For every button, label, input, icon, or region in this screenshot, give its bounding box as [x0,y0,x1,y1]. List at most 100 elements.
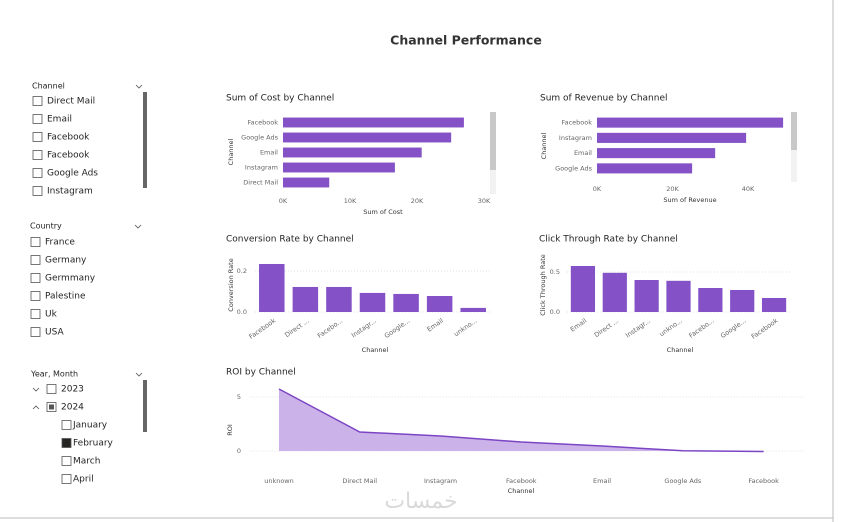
bar [570,266,596,312]
y-axis-title: Click Through Rate [539,254,547,316]
y-axis-title: Channel [227,138,235,165]
slicer-title: Year, Month [30,370,78,379]
slicer-item[interactable]: March [73,457,100,467]
checkbox[interactable] [30,237,41,247]
y-tick-label: 0.0 [237,308,247,316]
y-tick-label: Email [260,149,278,157]
checkbox[interactable] [32,96,43,106]
slicer-item[interactable]: USA [45,328,64,338]
x-tick-label: 10K [344,197,357,205]
bar [283,117,464,128]
bar [597,148,716,159]
x-tick-label: Instagram [424,477,457,485]
slicer-item[interactable]: Facebook [47,151,90,161]
checkbox[interactable] [61,474,72,484]
y-tick-label: Instagram [559,134,592,142]
x-tick-label: 30K [478,197,491,205]
checkbox[interactable] [32,132,43,142]
checkbox[interactable] [30,273,41,283]
x-tick-label: 40K [742,185,755,193]
bar [597,117,784,128]
chevron[interactable] [32,405,40,410]
y-tick-label: 0.2 [237,267,247,275]
chart-title: Sum of Cost by Channel [226,94,334,104]
x-axis-title: Channel [362,346,389,354]
bar [283,132,452,143]
x-axis-title: Channel [667,346,694,354]
checkbox[interactable] [32,168,43,178]
area [278,389,764,452]
x-tick-label: 0K [593,185,602,193]
slicer-item[interactable]: Direct Mail [47,97,95,107]
slicer-item[interactable]: Germmany [45,274,96,284]
checkbox[interactable] [61,420,72,430]
x-axis-title: Sum of Cost [363,208,403,216]
y-tick-label: Email [574,149,592,157]
checkbox[interactable] [32,114,43,124]
slicer-item[interactable]: Google Ads [47,169,98,179]
line [278,388,764,453]
x-tick-label: unknown [264,477,294,485]
checkbox[interactable] [32,150,43,160]
bar [259,263,285,312]
watermark: خمسات [384,489,457,514]
checkbox[interactable] [30,255,41,265]
checkbox[interactable] [30,309,41,319]
bar [761,298,787,312]
slicer-title: Country [30,222,62,231]
scrollbar [143,380,147,432]
y-axis-title: ROI [226,424,234,436]
bar [292,286,319,312]
scrollbar [791,112,797,150]
checkbox[interactable] [61,438,72,448]
slicer-title: Channel [32,82,65,91]
slicer-item[interactable]: Germany [45,256,87,266]
slicer-item[interactable]: January [72,421,108,431]
x-tick-label: 20K [411,197,424,205]
x-tick-label: 0K [279,197,288,205]
x-tick-label: Facebook [506,477,537,485]
slicer-item[interactable]: Email [47,115,72,125]
bar [597,132,747,143]
y-tick-label: Facebook [561,119,592,127]
bar [393,293,419,312]
slicer-item[interactable]: 2023 [61,385,84,395]
bar [602,272,627,312]
bar [326,286,352,312]
checkbox[interactable] [30,291,41,301]
slicer-item[interactable]: Palestine [45,292,86,302]
x-tick-label: 20K [666,185,679,193]
x-axis-title: Channel [508,487,535,495]
x-axis-title: Sum of Revenue [663,196,716,204]
x-tick-label: Email [593,477,611,485]
x-tick-label: Google Ads [664,477,701,485]
y-tick-label: 0.0 [550,308,560,316]
chevron[interactable] [135,372,143,377]
checkbox-partial [49,404,54,410]
bar [730,290,755,312]
slicer-item[interactable]: April [73,475,94,485]
slicer-item[interactable]: February [73,439,114,449]
slicer-item[interactable]: 2024 [61,403,84,413]
slicer-item[interactable]: Instagram [47,187,93,197]
checkbox[interactable] [46,384,57,394]
y-tick-label: 0 [237,447,241,455]
chevron[interactable] [135,84,143,89]
slicer-item[interactable]: Facebook [47,133,90,143]
slicer-item[interactable]: Uk [45,310,58,320]
bar [698,288,723,312]
chevron[interactable] [134,224,142,229]
y-tick-label: Facebook [247,119,278,127]
checkbox[interactable] [61,456,72,466]
bar [283,177,330,188]
chevron[interactable] [32,387,40,392]
slicer-item[interactable]: France [45,238,75,248]
scrollbar [490,112,496,170]
chart-title: Conversion Rate by Channel [226,235,354,245]
scrollbar [143,92,147,188]
bar [597,163,693,174]
checkbox[interactable] [30,327,41,337]
y-tick-label: 0.5 [550,268,560,276]
bar [283,147,422,158]
checkbox[interactable] [32,186,43,196]
